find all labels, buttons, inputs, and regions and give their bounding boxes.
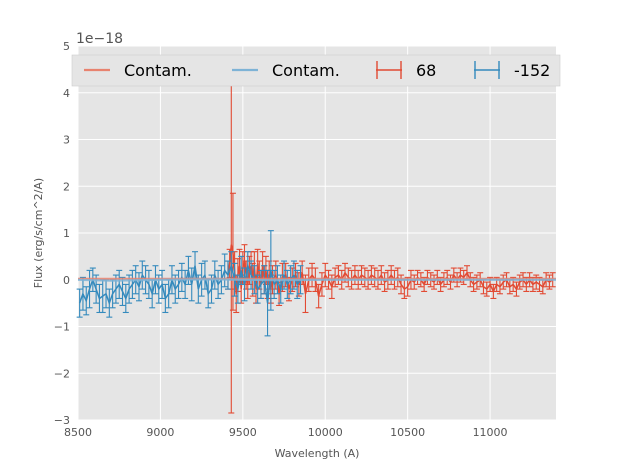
legend-label: Contam.	[124, 61, 192, 80]
x-axis-ticks: 8500 9000 9500 10000 10500 11000	[64, 426, 508, 439]
y-tick-label: 0	[63, 274, 70, 287]
series-layer	[76, 75, 556, 414]
legend-label: -152	[514, 61, 550, 80]
y-axis-ticks: −3 −2 −1 0 1 2 3 4 5	[54, 40, 70, 427]
y-tick-label: 5	[63, 40, 70, 53]
x-tick-label: 10000	[308, 426, 343, 439]
y-tick-label: 4	[63, 87, 70, 100]
legend-label: 68	[416, 61, 436, 80]
y-tick-label: −2	[54, 367, 70, 380]
y-tick-label: −3	[54, 414, 70, 427]
legend-item: 68	[376, 61, 436, 80]
y-tick-label: −1	[54, 321, 70, 334]
y-axis-label: Flux (erg/s/cm^2/A)	[32, 178, 45, 288]
legend: Contam. Contam. 68 -152	[71, 54, 561, 87]
y-tick-label: 3	[63, 134, 70, 147]
x-tick-label: 8500	[64, 426, 92, 439]
legend-item: -152	[474, 61, 550, 80]
legend-label: Contam.	[272, 61, 340, 80]
contam-line-2	[77, 278, 556, 282]
x-axis-label: Wavelength (A)	[275, 447, 360, 460]
legend-item: Contam.	[232, 61, 340, 80]
x-tick-label: 11000	[473, 426, 508, 439]
y-offset-label: 1e−18	[76, 31, 123, 47]
y-tick-label: 2	[63, 180, 70, 193]
x-tick-label: 9500	[229, 426, 257, 439]
x-tick-label: 9000	[146, 426, 174, 439]
y-tick-label: 1	[63, 227, 70, 240]
x-tick-label: 10500	[390, 426, 425, 439]
legend-item: Contam.	[84, 61, 192, 80]
